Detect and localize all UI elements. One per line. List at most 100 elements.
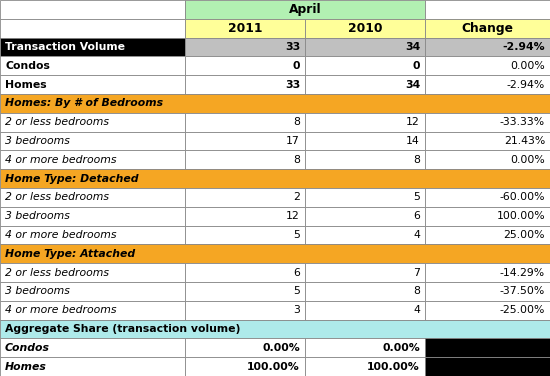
Text: 0.00%: 0.00% bbox=[510, 61, 545, 71]
Bar bbox=[185, 113, 305, 132]
Bar bbox=[185, 357, 305, 376]
Text: 0.00%: 0.00% bbox=[262, 343, 300, 353]
Text: April: April bbox=[289, 3, 321, 16]
Bar bbox=[0, 56, 185, 75]
Bar bbox=[425, 0, 550, 19]
Text: 33: 33 bbox=[285, 80, 300, 89]
Text: 3: 3 bbox=[293, 305, 300, 315]
Bar bbox=[425, 338, 550, 357]
Bar bbox=[305, 38, 425, 56]
Bar bbox=[0, 207, 185, 226]
Text: 8: 8 bbox=[293, 117, 300, 127]
Bar bbox=[0, 169, 550, 188]
Bar bbox=[305, 263, 425, 282]
Bar bbox=[425, 263, 550, 282]
Text: 5: 5 bbox=[293, 230, 300, 240]
Bar bbox=[425, 75, 550, 94]
Text: -2.94%: -2.94% bbox=[502, 42, 545, 52]
Bar bbox=[185, 263, 305, 282]
Text: -14.29%: -14.29% bbox=[500, 268, 545, 277]
Bar bbox=[305, 357, 425, 376]
Bar bbox=[425, 113, 550, 132]
Text: 6: 6 bbox=[413, 211, 420, 221]
Text: 5: 5 bbox=[293, 287, 300, 296]
Text: 4 or more bedrooms: 4 or more bedrooms bbox=[5, 305, 117, 315]
Text: 21.43%: 21.43% bbox=[504, 136, 545, 146]
Text: 14: 14 bbox=[406, 136, 420, 146]
Bar bbox=[185, 282, 305, 301]
Text: Home Type: Detached: Home Type: Detached bbox=[5, 174, 139, 183]
Text: 0.00%: 0.00% bbox=[382, 343, 420, 353]
Bar bbox=[0, 226, 185, 244]
Text: Homes: By # of Bedrooms: Homes: By # of Bedrooms bbox=[5, 99, 163, 108]
Bar bbox=[185, 38, 305, 56]
Text: 2: 2 bbox=[293, 193, 300, 202]
Bar bbox=[425, 19, 550, 38]
Text: Homes: Homes bbox=[5, 80, 47, 89]
Text: -33.33%: -33.33% bbox=[500, 117, 545, 127]
Bar bbox=[185, 0, 425, 19]
Text: 100.00%: 100.00% bbox=[496, 211, 545, 221]
Bar bbox=[185, 338, 305, 357]
Text: 12: 12 bbox=[286, 211, 300, 221]
Bar bbox=[0, 19, 185, 38]
Bar bbox=[0, 94, 550, 113]
Bar bbox=[425, 226, 550, 244]
Text: 4 or more bedrooms: 4 or more bedrooms bbox=[5, 155, 117, 165]
Bar bbox=[185, 75, 305, 94]
Text: 7: 7 bbox=[413, 268, 420, 277]
Text: Home Type: Attached: Home Type: Attached bbox=[5, 249, 135, 259]
Bar bbox=[305, 338, 425, 357]
Bar bbox=[0, 0, 185, 19]
Text: 25.00%: 25.00% bbox=[503, 230, 545, 240]
Text: Aggregate Share (transaction volume): Aggregate Share (transaction volume) bbox=[5, 324, 240, 334]
Text: 4: 4 bbox=[413, 230, 420, 240]
Bar bbox=[305, 282, 425, 301]
Text: Condos: Condos bbox=[5, 343, 50, 353]
Text: 0: 0 bbox=[412, 61, 420, 71]
Text: -60.00%: -60.00% bbox=[499, 193, 545, 202]
Bar bbox=[185, 226, 305, 244]
Text: 3 bedrooms: 3 bedrooms bbox=[5, 287, 70, 296]
Text: 3 bedrooms: 3 bedrooms bbox=[5, 211, 70, 221]
Bar bbox=[0, 132, 185, 150]
Bar bbox=[0, 301, 185, 320]
Text: 100.00%: 100.00% bbox=[248, 362, 300, 371]
Bar bbox=[305, 19, 425, 38]
Bar bbox=[425, 207, 550, 226]
Bar bbox=[0, 338, 185, 357]
Bar bbox=[185, 132, 305, 150]
Bar bbox=[0, 357, 185, 376]
Text: 0: 0 bbox=[293, 61, 300, 71]
Bar bbox=[305, 301, 425, 320]
Bar bbox=[305, 207, 425, 226]
Text: 12: 12 bbox=[406, 117, 420, 127]
Text: Homes: Homes bbox=[5, 362, 47, 371]
Bar bbox=[305, 226, 425, 244]
Bar bbox=[0, 320, 550, 338]
Text: 2 or less bedrooms: 2 or less bedrooms bbox=[5, 117, 109, 127]
Bar bbox=[185, 301, 305, 320]
Text: 2010: 2010 bbox=[348, 22, 382, 35]
Text: 8: 8 bbox=[413, 287, 420, 296]
Text: Change: Change bbox=[461, 22, 514, 35]
Bar bbox=[305, 188, 425, 207]
Bar bbox=[425, 132, 550, 150]
Text: 4 or more bedrooms: 4 or more bedrooms bbox=[5, 230, 117, 240]
Bar bbox=[185, 19, 305, 38]
Bar bbox=[305, 150, 425, 169]
Bar bbox=[0, 244, 550, 263]
Text: -25.00%: -25.00% bbox=[499, 305, 545, 315]
Bar bbox=[185, 150, 305, 169]
Text: 6: 6 bbox=[293, 268, 300, 277]
Text: 34: 34 bbox=[405, 80, 420, 89]
Text: Condos: Condos bbox=[5, 61, 50, 71]
Bar bbox=[185, 56, 305, 75]
Text: Transaction Volume: Transaction Volume bbox=[5, 42, 125, 52]
Bar bbox=[425, 150, 550, 169]
Bar bbox=[0, 263, 185, 282]
Bar bbox=[425, 188, 550, 207]
Bar bbox=[425, 357, 550, 376]
Text: 5: 5 bbox=[413, 193, 420, 202]
Bar bbox=[425, 301, 550, 320]
